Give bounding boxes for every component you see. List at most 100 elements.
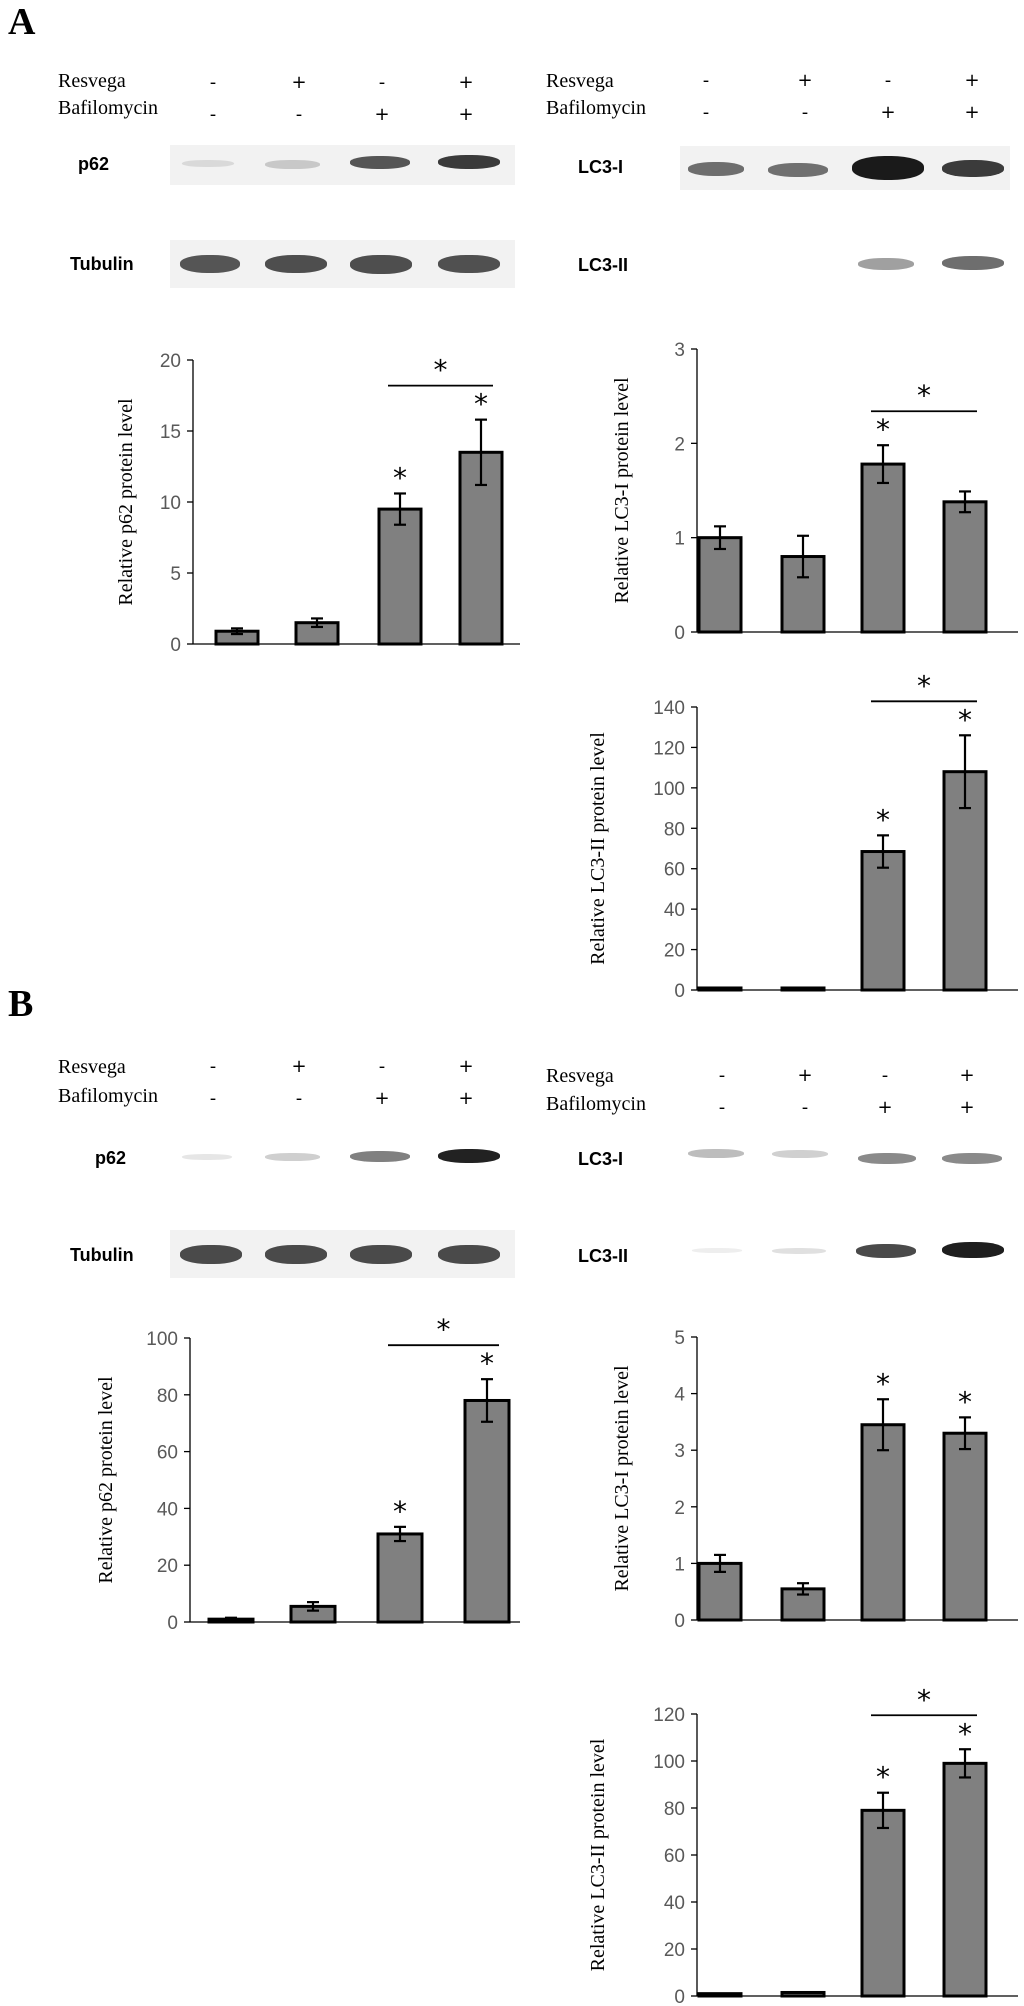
y-tick-label: 20	[664, 941, 685, 962]
significance-star: *	[876, 1761, 890, 1794]
western-blot-p62	[170, 145, 515, 185]
y-tick-label: 60	[157, 1443, 178, 1464]
y-tick-label: 0	[674, 623, 685, 644]
blot-label-lc3-ii: LC3-II	[578, 255, 629, 275]
y-tick-label: 10	[160, 493, 181, 514]
bar	[860, 1423, 906, 1622]
bafilomycin-label: Bafilomycin	[546, 97, 646, 119]
y-tick-label: 100	[653, 1752, 685, 1773]
sign: -	[295, 1088, 303, 1109]
resvega-label: Resvega	[58, 70, 126, 92]
sign: -	[801, 1097, 809, 1118]
sign: +	[964, 102, 980, 123]
y-axis-title: Relative LC3-II protein level	[587, 732, 609, 965]
y-axis-title: Relative p62 protein level	[95, 1376, 117, 1584]
y-tick-label: 3	[674, 340, 685, 361]
y-tick-label: 20	[664, 1940, 685, 1961]
y-tick-label: 1	[674, 529, 685, 550]
bar	[942, 1761, 988, 1998]
y-tick-label: 0	[170, 635, 181, 656]
significance-star: *	[393, 461, 407, 494]
sign: -	[718, 1065, 726, 1086]
sign: +	[458, 1088, 474, 1109]
sign: +	[458, 72, 474, 93]
y-tick-label: 20	[157, 1556, 178, 1577]
sign: +	[374, 104, 390, 125]
y-tick-label: 2	[674, 434, 685, 455]
y-tick-label: 4	[674, 1385, 685, 1406]
significance-star: *	[480, 1347, 494, 1380]
y-axis-title: Relative LC3-I protein level	[611, 1365, 633, 1591]
significance-star: *	[876, 1367, 890, 1400]
resvega-label: Resvega	[58, 1056, 126, 1078]
sign: +	[959, 1097, 975, 1118]
blot-label-lc3-i: LC3-I	[578, 157, 623, 177]
bar	[942, 500, 988, 634]
sign: +	[964, 70, 980, 91]
sign: -	[884, 70, 892, 91]
bar	[376, 1532, 424, 1624]
western-blot-lc3-ii	[680, 1232, 1010, 1272]
y-tick-label: 0	[674, 981, 685, 1002]
bracket-star: *	[917, 379, 931, 412]
y-tick-label: 120	[653, 738, 685, 759]
sign: +	[458, 1056, 474, 1077]
bracket-star: *	[434, 354, 448, 387]
y-tick-label: 60	[664, 1846, 685, 1867]
bar	[780, 1587, 826, 1622]
bracket-star: *	[917, 1683, 931, 1716]
sign: +	[458, 104, 474, 125]
sign: -	[209, 1056, 217, 1077]
blot-label-p62: p62	[95, 1148, 127, 1168]
blot-label-p62: p62	[78, 154, 110, 174]
western-blot-tubulin	[170, 240, 515, 288]
significance-star: *	[958, 703, 972, 736]
panel-label-b: B	[8, 983, 34, 1025]
bar	[780, 1990, 826, 1998]
western-blot-lc3-ii	[680, 245, 1010, 285]
y-tick-label: 20	[160, 351, 181, 372]
resvega-label: Resvega	[546, 1065, 614, 1087]
y-tick-label: 60	[664, 860, 685, 881]
y-tick-label: 120	[653, 1705, 685, 1726]
y-axis-title: Relative LC3-I protein level	[611, 377, 633, 603]
y-tick-label: 40	[664, 1893, 685, 1914]
sign: -	[801, 102, 809, 123]
bar	[942, 1431, 988, 1622]
y-tick-label: 15	[160, 422, 181, 443]
sign: -	[378, 1056, 386, 1077]
western-blot-tubulin	[170, 1230, 515, 1278]
sign: -	[209, 1088, 217, 1109]
significance-star: *	[876, 413, 890, 446]
y-tick-label: 5	[674, 1328, 685, 1349]
sign: +	[797, 1065, 813, 1086]
y-tick-label: 1	[674, 1554, 685, 1575]
bar	[697, 1992, 743, 1998]
sign: +	[291, 1056, 307, 1077]
y-tick-label: 3	[674, 1441, 685, 1462]
bracket-star: *	[917, 669, 931, 702]
y-tick-label: 100	[146, 1329, 178, 1350]
western-blot-lc3-i	[680, 146, 1010, 190]
sign: +	[797, 70, 813, 91]
significance-star: *	[876, 803, 890, 836]
bar	[463, 1398, 511, 1624]
significance-star: *	[474, 388, 488, 421]
y-tick-label: 0	[674, 1611, 685, 1632]
blot-label-tubulin: Tubulin	[70, 254, 134, 274]
y-tick-label: 80	[157, 1386, 178, 1407]
bar	[377, 507, 423, 646]
resvega-label: Resvega	[546, 70, 614, 92]
western-blot-lc3-i	[680, 1138, 1010, 1178]
sign: -	[209, 72, 217, 93]
y-tick-label: 0	[167, 1613, 178, 1634]
bar	[697, 536, 743, 634]
sign: +	[880, 102, 896, 123]
sign: -	[209, 104, 217, 125]
sign: +	[959, 1065, 975, 1086]
y-axis-title: Relative p62 protein level	[115, 398, 137, 606]
sign: +	[291, 72, 307, 93]
y-tick-label: 5	[170, 564, 181, 585]
y-tick-label: 80	[664, 1799, 685, 1820]
